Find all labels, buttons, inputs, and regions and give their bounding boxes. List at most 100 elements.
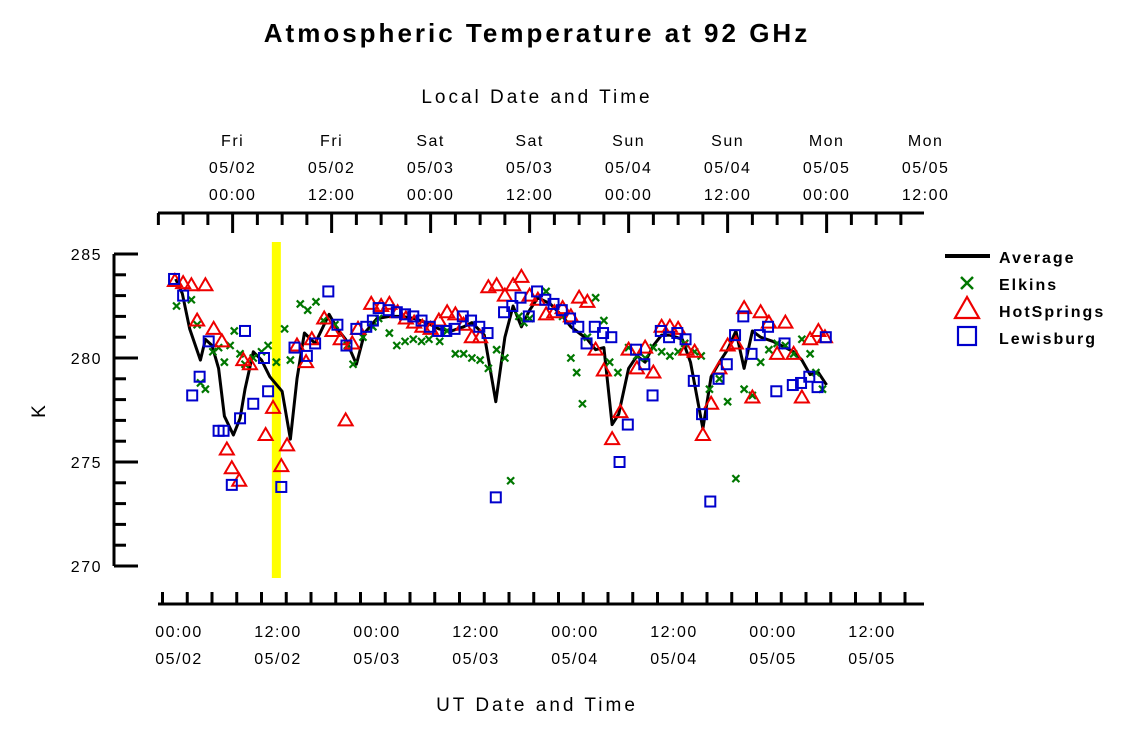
elkins-stroke (514, 312, 524, 321)
lewisburg-point (696, 408, 709, 421)
elkins-stroke (566, 353, 576, 363)
elkins-stroke (220, 357, 229, 367)
x-tick-label: 00:00 (551, 624, 599, 641)
hotsprings-point (336, 411, 355, 427)
series-lewisburg (168, 272, 832, 508)
marker-series (166, 267, 834, 508)
elkins-stroke (599, 316, 609, 325)
lewisburg-point (514, 291, 527, 304)
lewisburg-point (778, 337, 791, 350)
lewisburg-point (217, 424, 230, 437)
elkins-stroke (424, 335, 434, 344)
elkins-stroke (805, 349, 815, 359)
hotsprings-point (264, 398, 282, 414)
hotsprings-point (315, 309, 333, 325)
lewisburg-point (262, 385, 275, 398)
lewisburg-point (729, 329, 742, 342)
hotsprings-point (694, 425, 712, 441)
elkins-point (348, 359, 358, 369)
elkins-point (385, 328, 394, 338)
hotsprings-point (677, 340, 696, 356)
elkins-point (705, 384, 714, 394)
hotsprings-point (213, 332, 231, 348)
hotsprings-point (743, 388, 762, 404)
top-tick-date-label: 05/05 (902, 160, 950, 177)
lewisburg-point (811, 381, 824, 394)
lewisburg-point (795, 376, 808, 389)
x-tick-date-label: 05/03 (353, 651, 401, 668)
elkins-point (613, 368, 623, 377)
y-axis-title: K (29, 402, 50, 418)
hotsprings-point (595, 361, 613, 377)
top-tick-time-label: 00:00 (209, 187, 257, 204)
elkins-point (519, 318, 529, 327)
elkins-stroke (605, 357, 614, 367)
lewisburg-point (638, 358, 651, 371)
elkins-stroke (484, 364, 493, 373)
elkins-stroke (272, 357, 281, 367)
elkins-point (392, 341, 402, 350)
elkins-point (731, 474, 741, 483)
elkins-stroke (500, 353, 510, 363)
lewisburg-point (432, 324, 445, 337)
hotsprings-point (463, 328, 481, 344)
elkins-stroke (640, 353, 650, 363)
lewisburg-point (786, 379, 799, 392)
lewisburg-point (704, 495, 717, 508)
lewisburg-point (234, 412, 247, 425)
hotsprings-point (218, 440, 236, 456)
lewisburg-point (360, 320, 373, 333)
elkins-point (591, 293, 600, 302)
lewisburg-point (613, 456, 626, 468)
elkins-stroke (591, 293, 600, 302)
elkins-point (723, 397, 732, 406)
top-tick-date-label: 05/04 (605, 160, 653, 177)
lewisburg-point (322, 285, 335, 298)
lewisburg-point (465, 314, 478, 327)
axes: 270 275 280 285 00:00 05/02 12:00 05/02 00:00 05/… (71, 133, 950, 668)
lewisburg-point (687, 374, 700, 387)
lewisburg-point (390, 306, 403, 319)
elkins-stroke (506, 476, 515, 485)
elkins-stroke (392, 341, 402, 350)
hotsprings-point (611, 403, 630, 419)
hotsprings-point (204, 319, 223, 335)
elkins-point (739, 384, 749, 394)
elkins-stroke (417, 337, 426, 346)
hotsprings-point (256, 425, 275, 441)
x-tick-label: 12:00 (848, 624, 896, 641)
elkins-stroke (400, 337, 410, 346)
elkins-point (484, 364, 493, 373)
highlight-layer (271, 242, 281, 578)
lewisburg-point (415, 314, 428, 327)
elkins-point (400, 337, 410, 346)
top-tick-time-label: 00:00 (407, 187, 455, 204)
hotsprings-point (603, 430, 621, 446)
top-tick-day-label: Sun (612, 133, 645, 150)
lewisburg-point (309, 337, 322, 350)
elkins-stroke (235, 349, 245, 359)
hotsprings-point (685, 342, 704, 358)
highlight-band (271, 242, 281, 578)
elkins-point (280, 324, 289, 334)
x-tick-date-label: 05/05 (848, 651, 896, 668)
elkins-point (286, 355, 295, 365)
lewisburg-point (547, 297, 560, 310)
hotsprings-point (529, 290, 547, 306)
lewisburg-point (605, 331, 618, 344)
elkins-point (764, 345, 774, 354)
lewisburg-point (340, 339, 353, 352)
lewisburg-point (654, 324, 667, 337)
legend-elkins-marker (960, 276, 974, 290)
lewisburg-point (555, 304, 568, 317)
x-tick-date-label: 05/03 (452, 651, 500, 668)
lewisburg-point (646, 389, 659, 402)
elkins-point (417, 337, 426, 346)
lewisburg-point (770, 385, 783, 398)
hotsprings-point (278, 436, 296, 452)
elkins-stroke (665, 351, 675, 361)
hotsprings-point (504, 276, 522, 292)
hotsprings-point (619, 340, 638, 356)
elkins-stroke (583, 332, 592, 342)
elkins-point (605, 357, 614, 367)
